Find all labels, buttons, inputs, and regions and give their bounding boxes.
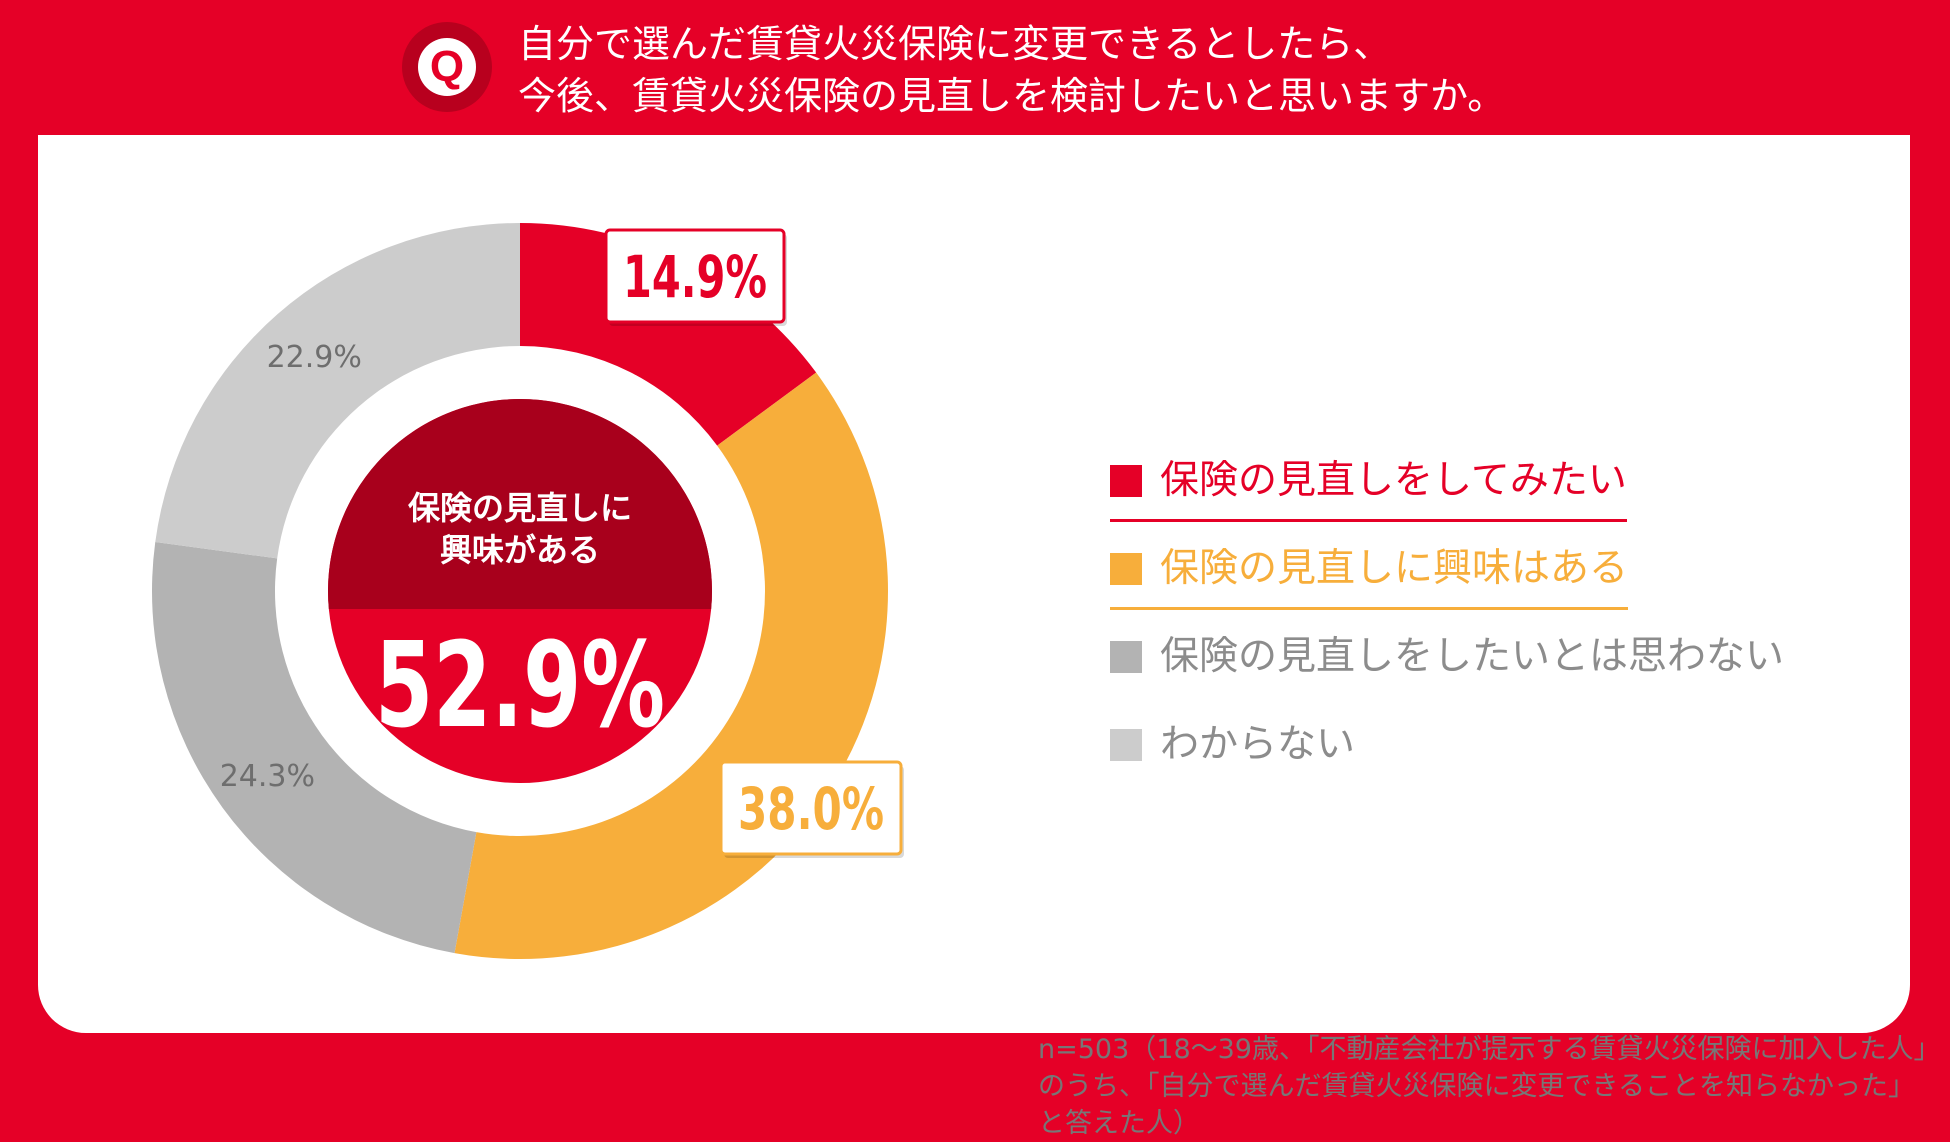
legend-swatch	[1110, 641, 1142, 673]
legend-item: わからない	[1110, 717, 1810, 805]
value-label-2: 38.0%	[738, 775, 884, 843]
note-line-3: と答えた人）	[1038, 1108, 1200, 1139]
legend-swatch	[1110, 729, 1142, 761]
center-cap	[328, 398, 712, 609]
legend-label: 保険の見直しをしてみたい	[1160, 458, 1627, 503]
legend-item: 保険の見直しをしたいとは思わない	[1110, 629, 1810, 717]
legend-swatch	[1110, 553, 1142, 585]
legend-underline	[1110, 607, 1628, 610]
question-header: Q 自分で選んだ賃貸火災保険に変更できるとしたら、 今後、賃貸火災保険の見直しを…	[0, 0, 1950, 135]
center-value: 52.9%	[375, 616, 665, 754]
legend-underline	[1110, 519, 1627, 522]
center-label-line: 興味がある	[440, 531, 600, 569]
legend: 保険の見直しをしてみたい 保険の見直しに興味はある 保険の見直しをしたいとは思わ…	[1110, 453, 1810, 805]
legend-label: わからない	[1160, 722, 1356, 767]
value-label-2-box	[719, 760, 903, 856]
legend-item: 保険の見直しをしてみたい	[1110, 453, 1810, 541]
donut-slice	[155, 223, 520, 559]
question-line-2: 今後、賃貸火災保険の見直しを検討したいと思いますか。	[518, 74, 1506, 118]
question-letter: Q	[418, 38, 476, 96]
center-label-line: 保険の見直しに	[408, 489, 632, 527]
note-line-2: のうち、「自分で選んだ賃貸火災保険に変更できることを知らなかった」	[1038, 1071, 1915, 1102]
value-label-3: 24.3%	[220, 759, 315, 794]
question-badge: Q	[402, 22, 492, 112]
value-label-4: 22.9%	[267, 340, 362, 375]
note-line-1: n=503（18～39歳、「不動産会社が提示する賃貸火災保険に加入した人」	[1038, 1034, 1941, 1065]
donut-slice	[151, 542, 477, 954]
donut-slice	[520, 223, 817, 446]
legend-label: 保険の見直しに興味はある	[1160, 546, 1629, 591]
legend-swatch	[1110, 465, 1142, 497]
question-text: 自分で選んだ賃貸火災保険に変更できるとしたら、 今後、賃貸火災保険の見直しを検討…	[518, 18, 1918, 122]
value-label-1-box	[604, 228, 786, 324]
legend-item: 保険の見直しに興味はある	[1110, 541, 1810, 629]
sample-note: n=503（18～39歳、「不動産会社が提示する賃貸火災保険に加入した人」 のう…	[1038, 1031, 1941, 1142]
chart-panel: 保険の見直しに 興味がある 52.9% 14.9% 38.0% 24.3% 22.9% 保険…	[38, 135, 1940, 1139]
question-line-1: 自分で選んだ賃貸火災保険に変更できるとしたら、	[518, 22, 1392, 66]
legend-label: 保険の見直しをしたいとは思わない	[1160, 634, 1785, 679]
value-label-1: 14.9%	[623, 243, 767, 311]
